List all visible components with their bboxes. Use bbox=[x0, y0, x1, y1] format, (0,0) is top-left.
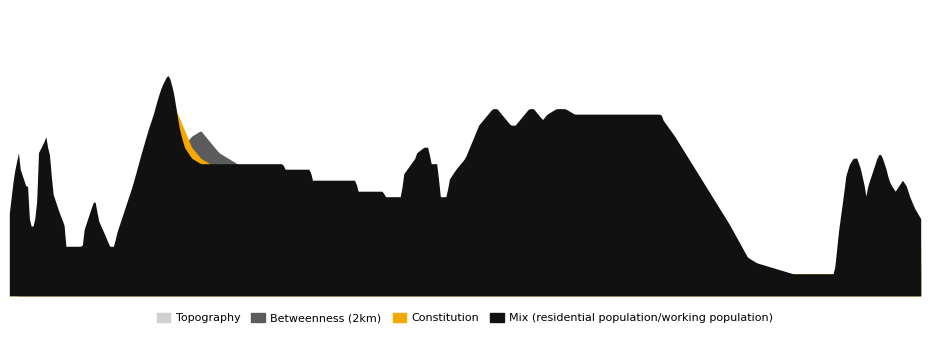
Legend: Topography, Betweenness (2km), Constitution, Mix (residential population/working: Topography, Betweenness (2km), Constitut… bbox=[153, 309, 777, 328]
